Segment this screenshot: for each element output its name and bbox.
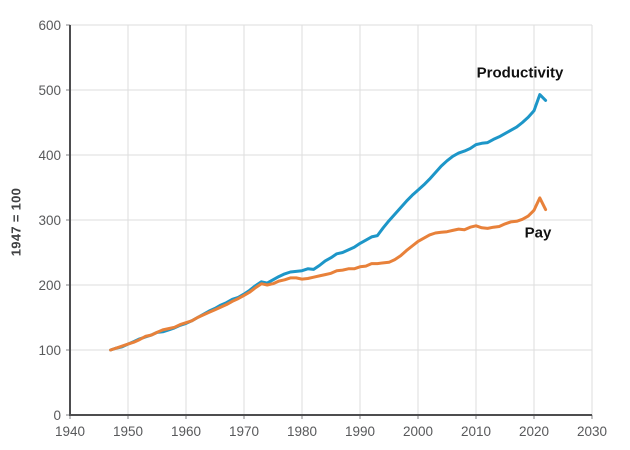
y-tick-label: 400 [38, 148, 61, 163]
x-tick-label: 2000 [403, 424, 433, 439]
x-tick-label: 2030 [577, 424, 607, 439]
pay-line-label: Pay [524, 224, 552, 242]
y-tick-label: 300 [38, 213, 61, 228]
y-tick-label: 200 [38, 278, 61, 293]
x-tick-label: 1970 [229, 424, 259, 439]
x-tick-label: 1990 [345, 424, 375, 439]
x-tick-label: 1980 [287, 424, 317, 439]
x-tick-label: 1950 [113, 424, 143, 439]
x-tick-label: 2010 [461, 424, 491, 439]
pay-line [109, 196, 548, 352]
y-tick-label: 500 [38, 83, 61, 98]
x-tick-label: 1940 [55, 424, 85, 439]
y-tick-label: 0 [53, 408, 61, 423]
productivity-line [109, 93, 548, 352]
x-tick-label: 1960 [171, 424, 201, 439]
y-tick-label: 600 [38, 18, 61, 33]
y-axis-title: 1947 = 100 [8, 187, 24, 257]
y-tick-label: 100 [38, 343, 61, 358]
productivity-line-label: Productivity [476, 64, 564, 82]
x-tick-label: 2020 [519, 424, 549, 439]
